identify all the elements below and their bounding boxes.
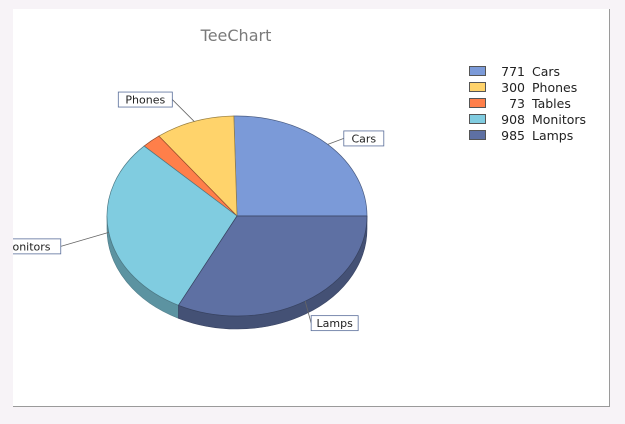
legend-swatch — [469, 66, 486, 76]
legend-swatch — [469, 82, 486, 92]
chart-panel: TeeChart CarsPhonesMonitorsLamps 771Cars… — [13, 9, 610, 407]
legend-label: Monitors — [532, 111, 587, 127]
legend-item: 985 Lamps — [469, 127, 586, 143]
legend-label: Phones — [532, 79, 578, 95]
legend-item: 908 Monitors — [469, 111, 586, 127]
slice-label-monitors: Monitors — [13, 240, 51, 253]
legend-item: 300 Phones — [469, 79, 586, 95]
legend-value: 771 — [501, 63, 525, 79]
chart-title: TeeChart — [200, 26, 272, 45]
legend-swatch — [469, 114, 486, 124]
chart-legend: 771 Cars 300 Phones 73 Tables 908 Monitors 985 La… — [469, 63, 586, 143]
slice-label-phones: Phones — [125, 94, 165, 107]
legend-swatch — [469, 130, 486, 140]
slice-label-lamps: Lamps — [317, 317, 354, 330]
label-connector-lamps — [304, 301, 312, 324]
label-box-phones — [117, 91, 173, 108]
label-connector-monitors — [60, 231, 109, 247]
legend-label: Lamps — [532, 127, 574, 143]
pie-slice-phones — [158, 115, 238, 217]
legend-item: 73 Tables — [469, 95, 586, 111]
label-connector-phones — [172, 99, 195, 122]
legend-label: Tables — [532, 95, 571, 111]
label-box-lamps — [310, 315, 359, 332]
legend-swatch — [469, 98, 486, 108]
pie-chart: Cars Phones Monitors Lamps — [13, 91, 385, 332]
legend-value: 908 — [501, 111, 525, 127]
legend-label: Cars — [532, 63, 561, 79]
legend-value: 985 — [501, 127, 525, 143]
pie-slice-cars — [233, 115, 368, 217]
label-connector-cars — [327, 138, 344, 145]
label-box-monitors — [13, 238, 62, 255]
legend-value: 300 — [501, 79, 525, 95]
pie-slice-lamps — [177, 215, 368, 317]
slice-label-cars: Cars — [351, 132, 376, 145]
label-box-cars — [343, 130, 385, 147]
legend-value: 73 — [509, 95, 525, 111]
legend-item: 771 Cars — [469, 63, 586, 79]
